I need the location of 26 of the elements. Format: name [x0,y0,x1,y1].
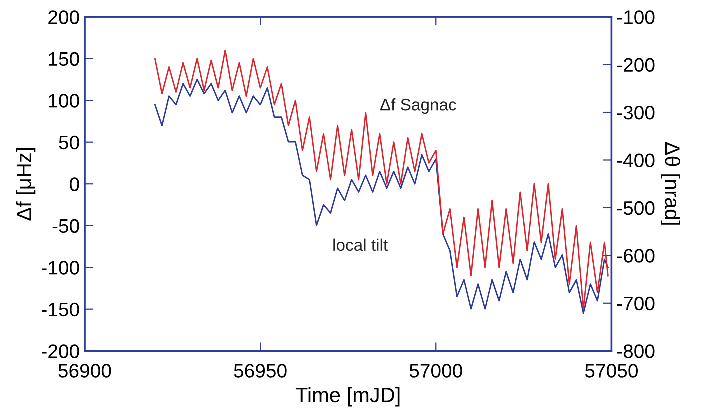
y2-tick-label: -300 [617,106,655,120]
series-label: local tilt [334,238,388,252]
x-axis-title: Time [mJD] [296,387,400,407]
x-tick-label: 57000 [410,364,462,378]
x-tick-label: 56900 [58,364,112,378]
y-tick-label: -100 [42,261,80,275]
y-tick-label: 50 [59,136,80,150]
y-tick-label: -200 [42,344,80,358]
y2-axis-title: Δθ [nrad] [661,142,680,225]
series-label: Δf Sagnac [380,98,456,114]
y2-tick-label: -400 [617,154,655,168]
y2-tick-label: -100 [617,10,655,24]
y2-tick-label: -200 [617,58,655,72]
y-tick-label: -150 [42,302,80,317]
y-tick-label: 150 [49,52,80,66]
x-tick-label: 56950 [234,364,287,378]
y-tick-label: -50 [52,219,80,234]
y-axis-title: Δf [μHz] [16,148,36,221]
y2-tick-label: -700 [617,296,655,311]
x-tick-label: 57050 [585,364,638,378]
y2-tick-label: -600 [617,249,655,263]
y-tick-label: 100 [49,94,80,108]
y2-tick-label: -800 [617,344,655,358]
y2-tick-label: -500 [617,201,655,216]
y-tick-label: 200 [48,10,80,24]
y-tick-label: 0 [70,178,80,192]
